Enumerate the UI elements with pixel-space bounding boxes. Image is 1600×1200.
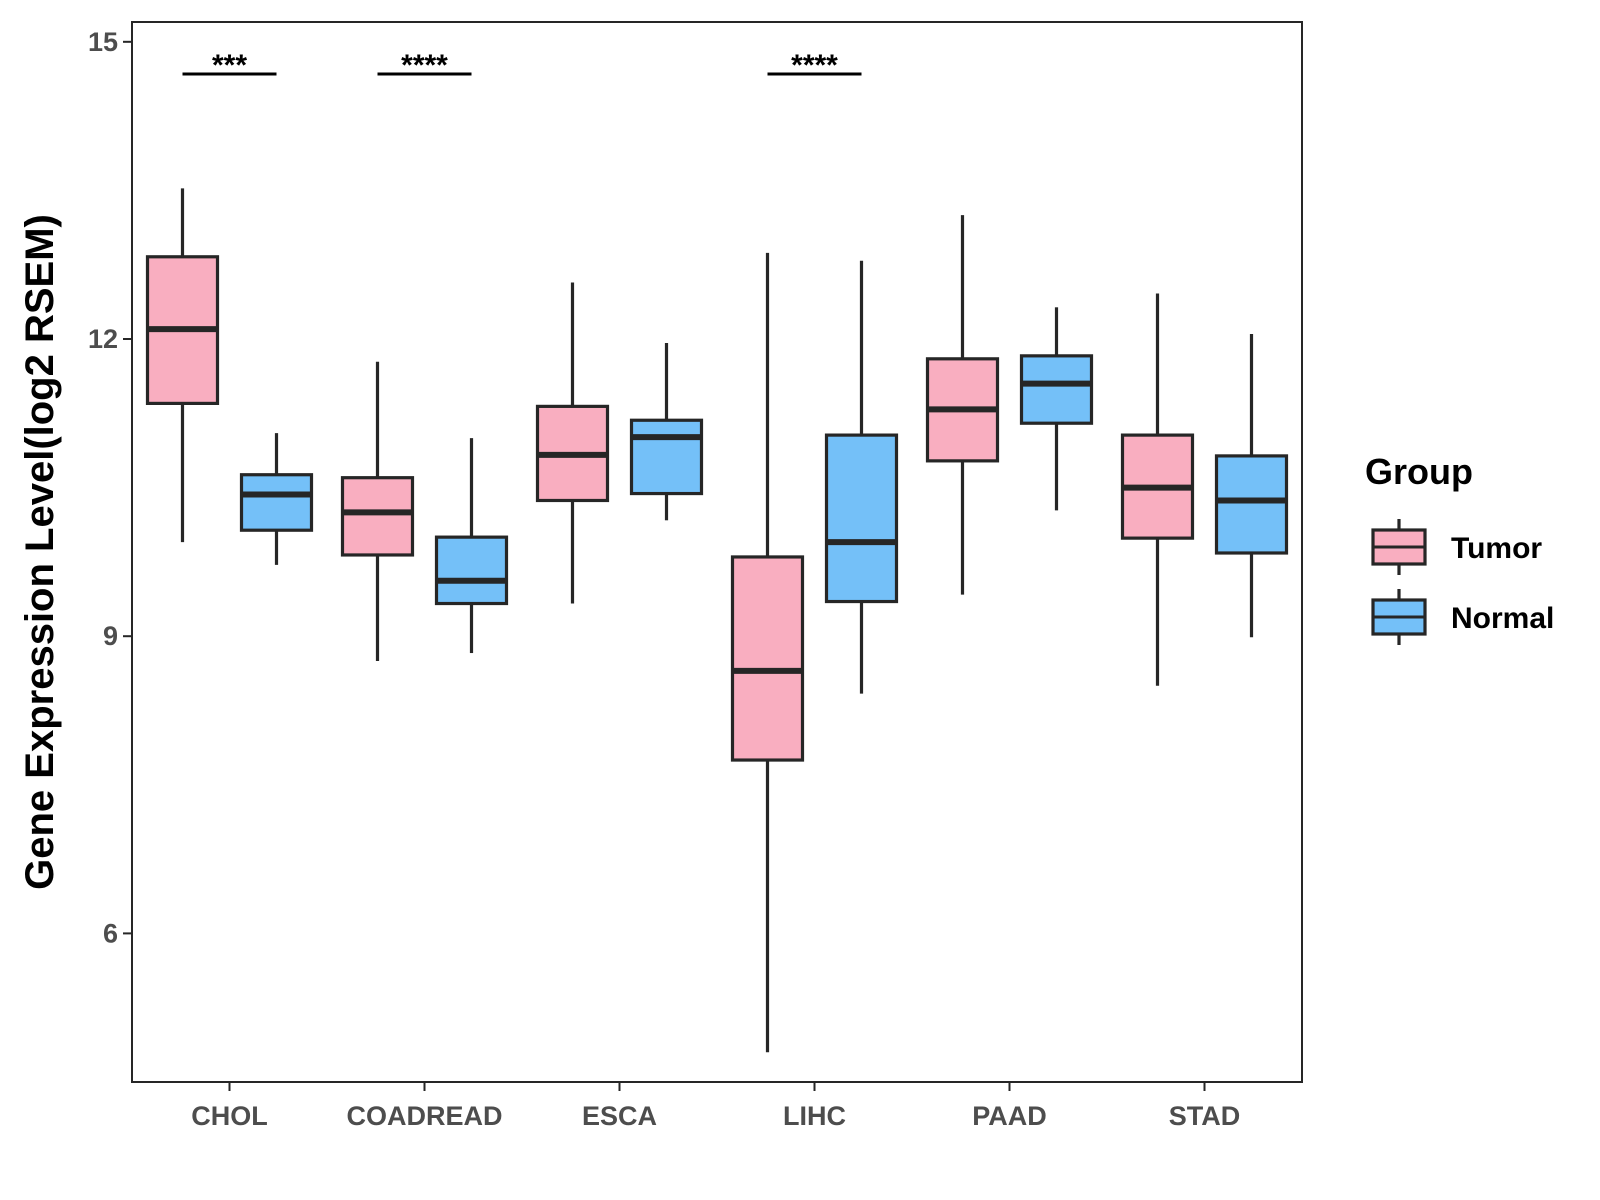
y-tick-label: 12 bbox=[88, 324, 118, 354]
y-tick-label: 6 bbox=[103, 918, 118, 948]
box-normal bbox=[239, 473, 314, 532]
box-normal bbox=[1019, 354, 1094, 425]
box-normal bbox=[434, 535, 509, 606]
significance-label: **** bbox=[791, 49, 838, 82]
box-tumor bbox=[340, 476, 415, 557]
box-normal bbox=[1214, 454, 1289, 555]
x-tick-label: CHOL bbox=[191, 1101, 268, 1131]
x-tick-label: COADREAD bbox=[346, 1101, 502, 1131]
y-axis-title: Gene Expression Level(log2 RSEM) bbox=[18, 214, 62, 890]
box-normal bbox=[629, 418, 704, 496]
legend-title: Group bbox=[1365, 451, 1473, 492]
legend-label-normal: Normal bbox=[1451, 602, 1554, 635]
y-tick-label: 9 bbox=[103, 621, 118, 651]
box-tumor bbox=[730, 555, 805, 762]
x-tick-label: ESCA bbox=[582, 1101, 657, 1131]
x-tick-label: PAAD bbox=[972, 1101, 1047, 1131]
x-tick-label: STAD bbox=[1169, 1101, 1241, 1131]
significance-label: *** bbox=[212, 49, 247, 82]
legend-label-tumor: Tumor bbox=[1451, 532, 1542, 565]
plot-panel bbox=[131, 21, 1303, 1083]
x-tick-label: LIHC bbox=[783, 1101, 846, 1131]
y-tick-label: 15 bbox=[88, 27, 118, 57]
box-normal bbox=[824, 433, 899, 604]
significance-label: **** bbox=[401, 49, 448, 82]
